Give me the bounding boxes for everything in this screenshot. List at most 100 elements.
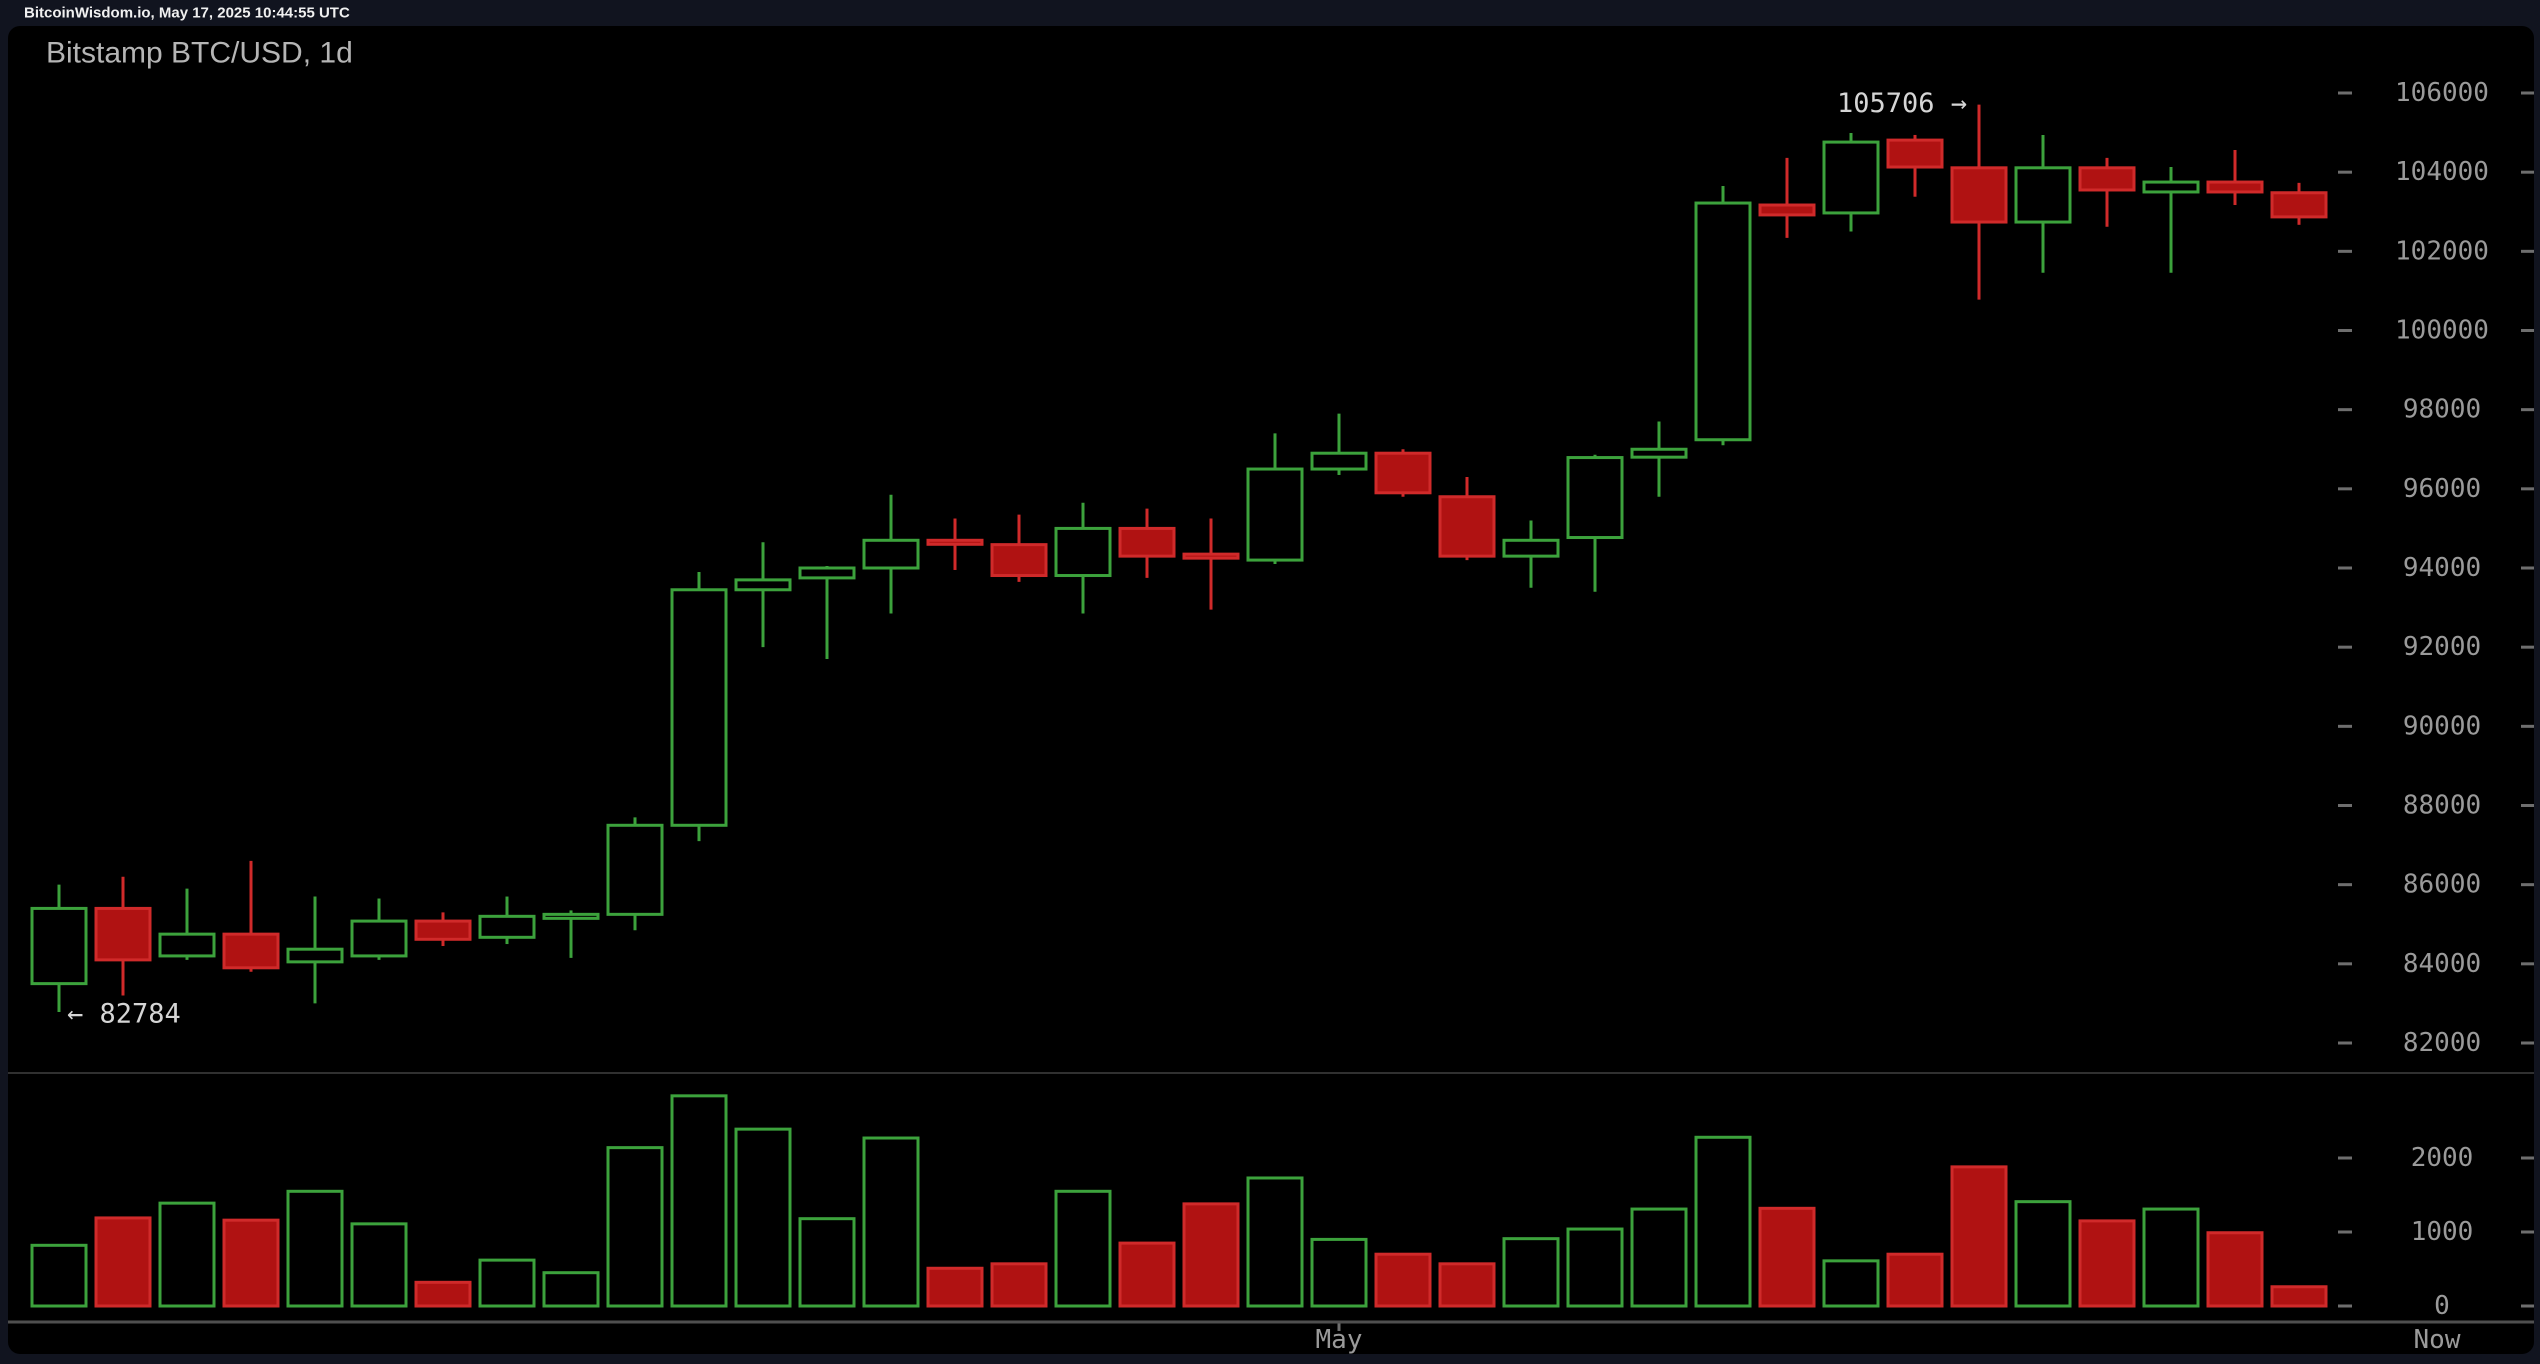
volume-bar-8[interactable] [542,1271,600,1308]
volume-bar-34[interactable] [2206,1231,2264,1308]
price-tick-label: 92000 [2403,632,2481,662]
volume-bar-19[interactable] [1246,1176,1304,1308]
candle-body [1310,451,1368,471]
volume-bar-30[interactable] [1950,1165,2008,1308]
volume-bar-rect [670,1094,728,1308]
volume-bar-0[interactable] [30,1243,88,1308]
volume-bar-11[interactable] [734,1127,792,1308]
volume-bar-31[interactable] [2014,1200,2072,1308]
candle-29[interactable] [1886,134,1944,197]
candle-18[interactable] [1182,518,1240,610]
candle-4[interactable] [286,896,344,1004]
candle-22[interactable] [1438,476,1496,561]
candle-24[interactable] [1566,454,1624,592]
candle-7[interactable] [478,896,536,945]
candle-13[interactable] [862,494,920,614]
candle-31[interactable] [2014,134,2072,273]
volume-bar-rect [1886,1252,1944,1308]
volume-bar-rect [1246,1176,1304,1308]
volume-bar-rect [1758,1206,1816,1308]
candle-6[interactable] [414,912,472,947]
candle-20[interactable] [1310,413,1368,475]
candle-body [2078,166,2136,192]
candle-16[interactable] [1054,502,1112,614]
candle-15[interactable] [990,514,1048,582]
volume-bar-4[interactable] [286,1189,344,1308]
volume-bar-rect [2078,1219,2136,1308]
candle-2[interactable] [158,888,216,960]
volume-bar-23[interactable] [1502,1237,1560,1308]
candle-33[interactable] [2142,167,2200,273]
volume-bar-2[interactable] [158,1201,216,1308]
candle-26[interactable] [1694,186,1752,446]
candle-body [2270,191,2328,219]
volume-bar-20[interactable] [1310,1237,1368,1308]
candle-body [798,566,856,580]
price-tick-label: 88000 [2403,791,2481,821]
candle-body [1950,166,2008,224]
volume-bar-16[interactable] [1054,1189,1112,1308]
volume-bar-12[interactable] [798,1217,856,1308]
volume-bar-6[interactable] [414,1280,472,1308]
plot-area[interactable]: 106000 104000 102000 100000 98000 96000 94000 9… [30,78,2534,1331]
candle-9[interactable] [606,817,664,931]
price-tick-label: 90000 [2403,711,2481,741]
volume-bar-27[interactable] [1758,1206,1816,1308]
candle-11[interactable] [734,542,792,648]
volume-bar-rect [1374,1252,1432,1308]
candle-5[interactable] [350,898,408,960]
volume-bar-26[interactable] [1694,1135,1752,1308]
volume-bar-1[interactable] [94,1216,152,1308]
candle-32[interactable] [2078,157,2136,227]
volume-bar-14[interactable] [926,1266,984,1308]
candle-34[interactable] [2206,150,2264,206]
candle-17[interactable] [1118,508,1176,578]
candle-1[interactable] [94,876,152,996]
volume-bar-15[interactable] [990,1262,1048,1308]
candle-12[interactable] [798,566,856,660]
candle-14[interactable] [926,518,984,570]
candle-10[interactable] [670,571,728,842]
candle-30[interactable] [1950,104,2008,300]
volume-bar-28[interactable] [1822,1259,1880,1308]
volume-bar-22[interactable] [1438,1262,1496,1308]
volume-tick-label: 2000 [2411,1143,2474,1173]
candle-28[interactable] [1822,132,1880,232]
volume-bar-32[interactable] [2078,1219,2136,1308]
volume-bar-13[interactable] [862,1136,920,1308]
price-tick-label: 94000 [2403,553,2481,583]
candle-23[interactable] [1502,520,1560,588]
candle-8[interactable] [542,910,600,958]
volume-bar-33[interactable] [2142,1207,2200,1308]
volume-bar-5[interactable] [350,1222,408,1308]
candle-21[interactable] [1374,449,1432,497]
candle-body [2014,166,2072,224]
volume-bar-17[interactable] [1118,1241,1176,1308]
volume-bar-18[interactable] [1182,1202,1240,1308]
candle-27[interactable] [1758,157,1816,238]
candle-25[interactable] [1630,421,1688,497]
volume-bar-rect [1630,1207,1688,1308]
header-bar [0,0,2540,26]
volume-bar-29[interactable] [1886,1252,1944,1308]
x-axis-may-label: May [1316,1325,1363,1355]
volume-tick-label: 1000 [2411,1217,2474,1247]
volume-bar-rect [862,1136,920,1308]
volume-bar-25[interactable] [1630,1207,1688,1308]
volume-bar-9[interactable] [606,1146,664,1308]
volume-bar-7[interactable] [478,1258,536,1308]
chart-panel[interactable] [8,26,2534,1354]
volume-bar-24[interactable] [1566,1227,1624,1308]
candle-19[interactable] [1246,433,1304,565]
x-axis-now-label: Now [2414,1325,2461,1355]
volume-bar-10[interactable] [670,1094,728,1308]
candle-body [30,906,88,986]
volume-bar-3[interactable] [222,1218,280,1308]
candle-3[interactable] [222,860,280,972]
volume-bar-rect [1502,1237,1560,1308]
volume-bar-21[interactable] [1374,1252,1432,1308]
volume-bar-rect [2206,1231,2264,1308]
candle-0[interactable] [30,884,88,1012]
candle-35[interactable] [2270,182,2328,225]
volume-bar-35[interactable] [2270,1285,2328,1308]
